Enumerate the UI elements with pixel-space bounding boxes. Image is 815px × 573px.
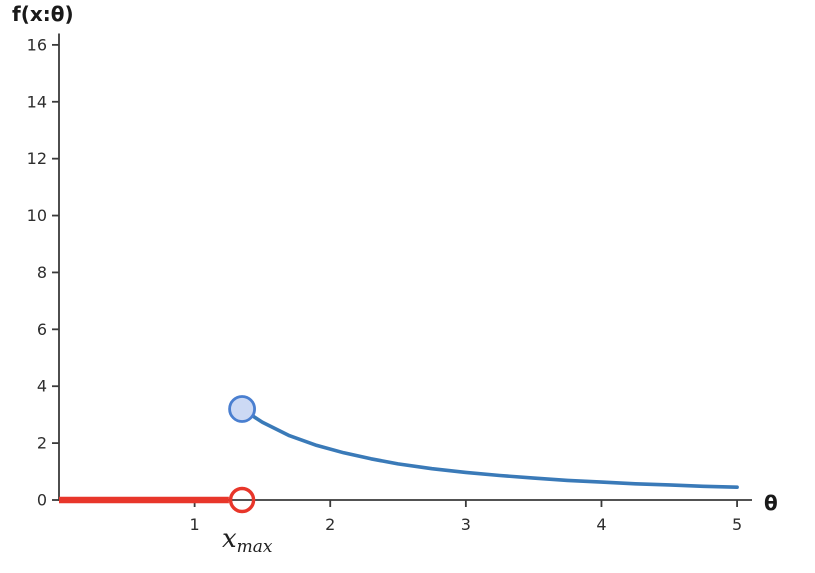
y-tick-label: 2 <box>37 434 47 453</box>
xmax-base: x <box>222 524 237 554</box>
y-tick-label: 0 <box>37 491 47 510</box>
y-tick-label: 4 <box>37 377 47 396</box>
y-tick-label: 14 <box>27 92 47 111</box>
x-tick-label: 1 <box>190 515 200 534</box>
mle-point-marker <box>228 395 256 423</box>
y-tick-label: 16 <box>27 35 47 54</box>
y-tick-label: 6 <box>37 320 47 339</box>
likelihood-curve <box>240 407 739 489</box>
x-tick-label: 4 <box>596 515 606 534</box>
x-tick-label: 5 <box>732 515 742 534</box>
xmax-annotation: xmax <box>222 524 273 557</box>
xmax-subscript: max <box>236 537 273 557</box>
x-tick-label: 3 <box>461 515 471 534</box>
y-tick-label: 12 <box>27 149 47 168</box>
xmax-open-circle-marker <box>228 486 256 514</box>
x-tick-label: 2 <box>325 515 335 534</box>
y-tick-label: 10 <box>27 206 47 225</box>
y-tick-label: 8 <box>37 263 47 282</box>
figure-title: f(x:θ) <box>12 2 74 26</box>
x-axis-label: θ <box>764 491 778 515</box>
axis-spine <box>58 33 752 501</box>
